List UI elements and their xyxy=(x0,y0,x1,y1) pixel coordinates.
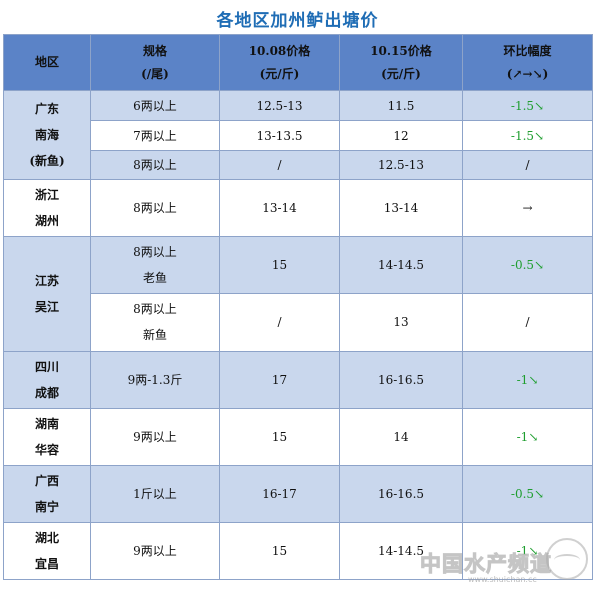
header-change: 环比幅度 (↗→↘) xyxy=(462,33,593,92)
table-row: 广东 南海 (新鱼) 6两以上 12.5-13 11.5 -1.5↘ xyxy=(3,90,593,181)
price-1015-cell: 14-14.5 xyxy=(339,236,463,295)
spec-cell: 6两以上 xyxy=(90,90,220,122)
spec-cell: 8两以上 新鱼 xyxy=(90,293,220,352)
table-row: 四川 成都 9两-1.3斤 17 16-16.5 -1↘ xyxy=(3,350,593,409)
watermark-url: www.shuichan.cc xyxy=(468,575,537,584)
table-row: 江苏 吴江 8两以上 老鱼 15 14-14.5 -0.5↘ xyxy=(3,236,593,352)
price-1008-cell: / xyxy=(219,150,340,181)
change-cell: -1↘ xyxy=(462,350,593,409)
price-1008-cell: 16-17 xyxy=(219,464,340,523)
header-price-1008: 10.08价格 (元/斤) xyxy=(219,33,340,92)
spec-cell: 8两以上 xyxy=(90,150,220,181)
price-1008-cell: / xyxy=(219,293,340,352)
change-cell: -1↘ xyxy=(462,407,593,466)
price-1015-cell: 12.5-13 xyxy=(339,150,463,181)
change-cell: -0.5↘ xyxy=(462,464,593,523)
header-region: 地区 xyxy=(3,33,91,92)
table-row: 8两以上 新鱼 / 13 / xyxy=(4,293,593,352)
spec-cell: 9两以上 xyxy=(90,521,220,581)
spec-cell: 8两以上 老鱼 xyxy=(90,236,220,295)
price-1008-cell: 13-14 xyxy=(219,179,340,238)
change-cell: -1.5↘ xyxy=(462,90,593,122)
spec-cell: 8两以上 xyxy=(90,179,220,238)
price-1015-cell: 14 xyxy=(339,407,463,466)
header-price-1015: 10.15价格 (元/斤) xyxy=(339,33,463,92)
table-row: 广西 南宁 1斤以上 16-17 16-16.5 -0.5↘ xyxy=(3,464,593,523)
price-1015-cell: 16-16.5 xyxy=(339,350,463,409)
price-1015-cell: 13 xyxy=(339,293,463,352)
region-cell: 四川 成都 xyxy=(3,350,91,409)
price-1008-cell: 15 xyxy=(219,521,340,581)
price-1008-cell: 15 xyxy=(219,407,340,466)
spec-cell: 7两以上 xyxy=(90,120,220,152)
table-row: 浙江 湖州 8两以上 13-14 13-14 → xyxy=(3,179,593,238)
change-cell: -1.5↘ xyxy=(462,120,593,152)
region-cell: 湖南 华容 xyxy=(3,407,91,466)
price-1015-cell: 11.5 xyxy=(339,90,463,122)
price-table: 地区 规格 (/尾) 10.08价格 (元/斤) 10.15价格 (元/斤) 环比幅度… xyxy=(3,33,593,581)
region-cell: 广西 南宁 xyxy=(3,464,91,523)
change-cell: → xyxy=(462,179,593,238)
page-title: 各地区加州鲈出塘价 xyxy=(216,11,379,31)
price-1015-cell: 13-14 xyxy=(339,179,463,238)
table-row: 7两以上 13-13.5 12 -1.5↘ xyxy=(4,120,593,152)
spec-cell: 1斤以上 xyxy=(90,464,220,523)
region-cell: 江苏 吴江 xyxy=(3,236,91,352)
price-1008-cell: 17 xyxy=(219,350,340,409)
watermark-logo-icon xyxy=(546,538,588,580)
table-row: 8两以上 / 12.5-13 / xyxy=(4,150,593,181)
price-1008-cell: 13-13.5 xyxy=(219,120,340,152)
table-header-row: 地区 规格 (/尾) 10.08价格 (元/斤) 10.15价格 (元/斤) 环比幅度… xyxy=(3,33,593,92)
change-cell: / xyxy=(462,293,593,352)
change-cell: -0.5↘ xyxy=(462,236,593,295)
region-cell: 广东 南海 (新鱼) xyxy=(3,90,91,181)
header-spec: 规格 (/尾) xyxy=(90,33,220,92)
region-cell: 浙江 湖州 xyxy=(3,179,91,238)
price-1008-cell: 15 xyxy=(219,236,340,295)
price-1015-cell: 14-14.5 xyxy=(339,521,463,581)
spec-cell: 9两以上 xyxy=(90,407,220,466)
price-1015-cell: 12 xyxy=(339,120,463,152)
region-cell: 湖北 宜昌 xyxy=(3,521,91,581)
watermark-text: 中国水产频道 xyxy=(420,552,552,577)
price-1015-cell: 16-16.5 xyxy=(339,464,463,523)
price-1008-cell: 12.5-13 xyxy=(219,90,340,122)
spec-cell: 9两-1.3斤 xyxy=(90,350,220,409)
table-row: 湖北 宜昌 9两以上 15 14-14.5 -1↘ xyxy=(3,521,593,581)
table-row: 湖南 华容 9两以上 15 14 -1↘ xyxy=(3,407,593,466)
change-cell: / xyxy=(462,150,593,181)
